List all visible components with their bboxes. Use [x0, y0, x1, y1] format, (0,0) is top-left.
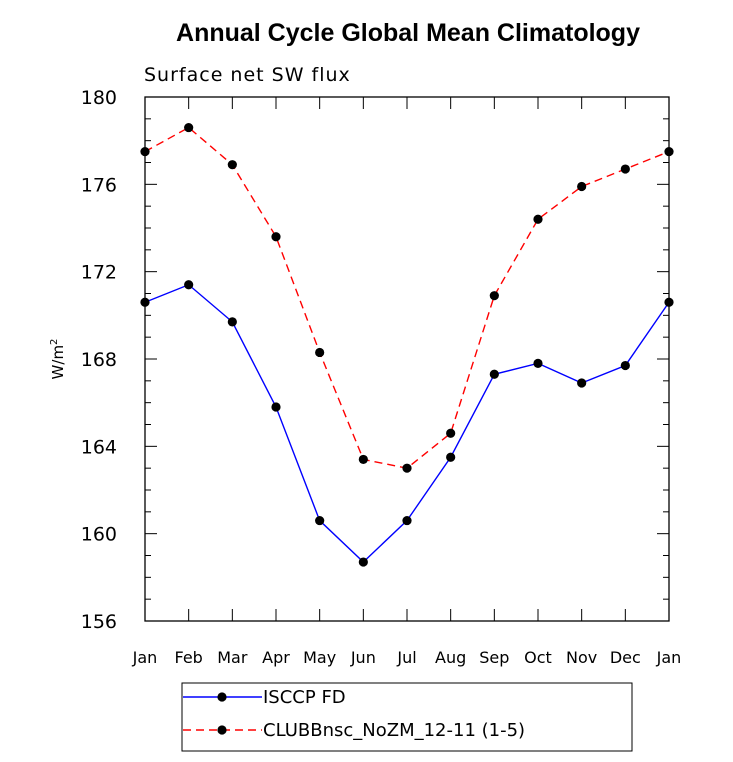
data-point: [664, 297, 674, 307]
data-point: [620, 164, 630, 174]
x-tick-label: Aug: [435, 648, 466, 667]
x-tick-label: May: [303, 648, 336, 667]
series-1: [140, 280, 674, 567]
x-axis-ticks: Jan Feb Mar Apr May Jun Jul Aug Sep Oct Nov Dec Jan: [132, 97, 682, 667]
y-tick-label: 172: [81, 262, 117, 284]
series-layer: [140, 122, 674, 567]
data-point: [402, 463, 412, 473]
data-point: [358, 454, 368, 465]
x-tick-label: Jan: [132, 648, 158, 667]
data-point: [533, 214, 543, 224]
x-tick-label: Jul: [396, 648, 416, 667]
data-point: [271, 402, 281, 412]
data-point: [184, 122, 194, 133]
y-tick-label: 176: [81, 174, 117, 196]
legend: ISCCP FD CLUBBnsc_NoZM_12-11 (1-5): [181, 682, 633, 752]
data-point: [140, 146, 150, 157]
x-tick-label: Jan: [656, 648, 682, 667]
x-tick-label: Oct: [524, 648, 552, 667]
y-axis-label-superscript: 2: [49, 339, 60, 345]
data-point: [184, 280, 194, 290]
legend-box: [181, 682, 633, 752]
chart-title: Annual Cycle Global Mean Climatology: [176, 19, 640, 47]
data-point: [533, 358, 543, 368]
x-tick-label: Dec: [610, 648, 641, 667]
data-point: [489, 291, 499, 301]
y-axis-label: W/m2: [49, 339, 67, 380]
data-point: [140, 297, 150, 307]
data-point: [315, 515, 325, 526]
data-point: [358, 557, 368, 567]
y-axis-label-text: W/m: [49, 345, 67, 380]
y-tick-label: 180: [81, 87, 117, 109]
y-tick-label: 160: [81, 524, 117, 546]
data-point: [577, 378, 587, 388]
data-point: [227, 317, 237, 327]
data-point: [315, 347, 325, 358]
data-point: [620, 360, 630, 371]
x-tick-label: Mar: [217, 648, 248, 667]
plot-border: [144, 96, 670, 622]
legend-label: CLUBBnsc_NoZM_12-11 (1-5): [263, 720, 525, 741]
data-point: [446, 452, 456, 462]
y-tick-label: 168: [81, 349, 117, 371]
legend-marker: [217, 692, 227, 702]
x-tick-label: Jun: [350, 648, 376, 667]
chart-subtitle: Surface net SW flux: [144, 64, 351, 86]
data-point: [446, 428, 456, 438]
series-2: [140, 122, 674, 473]
data-point: [664, 146, 674, 157]
legend-label: ISCCP FD: [263, 687, 346, 708]
y-tick-label: 156: [81, 611, 117, 633]
legend-marker: [217, 725, 227, 735]
x-tick-label: Nov: [566, 648, 597, 667]
x-tick-label: Apr: [262, 648, 290, 667]
data-point: [227, 160, 237, 170]
plot-frame: [144, 96, 670, 622]
x-tick-label: Sep: [479, 648, 509, 667]
data-point: [577, 181, 587, 192]
series-line: [144, 126, 670, 469]
x-tick-label: Feb: [175, 648, 203, 667]
data-point: [271, 232, 281, 242]
data-point: [402, 515, 412, 526]
y-axis-ticks: 156 160 164 168 172 176 180: [81, 87, 669, 633]
data-point: [489, 369, 499, 379]
y-tick-label: 164: [81, 436, 117, 458]
